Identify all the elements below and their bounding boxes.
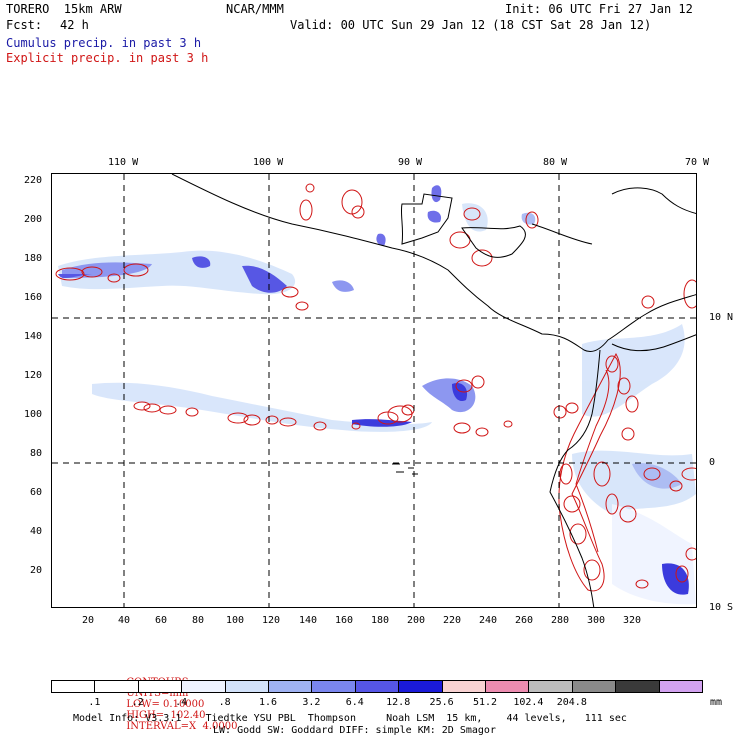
colorbar-swatch [354,680,400,693]
colorbar-swatch [615,680,660,693]
colorbar-label: 3.2 [302,697,321,708]
colorbar-swatch [485,680,530,693]
y-tick: 180 [24,253,43,264]
colorbar-swatch [94,680,139,693]
x-tick: 300 [587,615,606,626]
org-label: NCAR/MMM [226,2,284,16]
y-tick: 80 [30,448,43,459]
lon-label-100w: 100 W [253,157,284,168]
lon-label-80w: 80 W [543,157,568,168]
colorbar-swatch [571,680,617,693]
colorbar-swatch [137,680,183,693]
colorbar-label: 25.6 [429,697,454,708]
y-tick: 60 [30,487,43,498]
colorbar-label: 6.4 [345,697,364,708]
lon-label-70w: 70 W [685,157,710,168]
model-title: TORERO 15km ARW [6,2,122,16]
cumulus-legend: Cumulus precip. in past 3 h [6,36,202,50]
x-tick: 260 [515,615,534,626]
forecast-label: Fcst: [6,18,43,32]
colorbar-label: .4 [175,697,188,708]
colorbar-swatch [51,680,96,693]
y-tick: 220 [24,175,43,186]
colorbar-label: 204.8 [556,697,587,708]
lon-label-90w: 90 W [398,157,423,168]
x-tick: 220 [443,615,462,626]
x-tick: 240 [479,615,498,626]
colorbar-label: 51.2 [472,697,498,708]
lat-label-10s: 10 S [709,602,734,613]
x-tick: 80 [192,615,205,626]
colorbar-swatch [441,680,486,693]
y-tick: 160 [24,292,43,303]
forecast-hours: 42 h [60,18,89,32]
y-tick: 140 [24,331,43,342]
physics-info: LW: Godd SW: Goddard DIFF: simple KM: 2D… [213,725,496,736]
valid-time: Valid: 00 UTC Sun 29 Jan 12 (18 CST Sat … [290,18,652,32]
lon-label-110w: 110 W [108,157,139,168]
colorbar-unit: mm [710,697,723,708]
init-time: Init: 06 UTC Fri 27 Jan 12 [505,2,693,16]
colorbar-swatch [528,680,573,693]
x-tick: 180 [371,615,390,626]
lat-label-equator: 0 [709,457,716,468]
x-tick: 20 [82,615,95,626]
colorbar-label: .1 [88,697,101,708]
contour-high: HIGH= 102.40 [126,710,206,721]
colorbar-label: .8 [218,697,231,708]
colorbar-label: 102.4 [513,697,544,708]
x-tick: 40 [118,615,131,626]
y-tick: 120 [24,370,43,381]
x-tick: 100 [226,615,245,626]
x-tick: 60 [155,615,168,626]
colorbar-label: 1.6 [258,697,278,708]
lat-label-10n: 10 N [709,312,734,323]
colorbar-swatch [181,680,226,693]
model-info: Model Info: V3.3.1 Tiedtke YSU PBL Thomp… [73,713,627,724]
x-tick: 200 [407,615,426,626]
y-tick: 200 [24,214,43,225]
contour-low: LOW= 0.10000 [126,699,205,710]
colorbar-label: .2 [131,697,144,708]
y-tick: 40 [30,526,43,537]
x-tick: 280 [551,615,570,626]
colorbar-swatch [224,680,269,693]
y-tick: 20 [30,565,43,576]
explicit-legend: Explicit precip. in past 3 h [6,51,209,65]
x-tick: 140 [299,615,318,626]
cumulus-precip-areas [58,185,696,605]
y-tick: 100 [24,409,43,420]
contour-units: UNITS=mm [126,688,189,699]
graticule [52,174,696,607]
contour-interval: INTERVAL=X 4.0000 [126,721,238,732]
x-tick: 120 [262,615,281,626]
colorbar-swatch [658,680,703,693]
colorbar-swatch [398,680,443,693]
x-tick: 320 [623,615,642,626]
x-tick: 160 [335,615,354,626]
precip-map [51,173,697,608]
map-canvas [52,174,696,607]
coastline [171,174,696,607]
colorbar-swatch [311,680,356,693]
colorbar-swatch [268,680,313,693]
colorbar-label: 12.8 [386,697,411,708]
